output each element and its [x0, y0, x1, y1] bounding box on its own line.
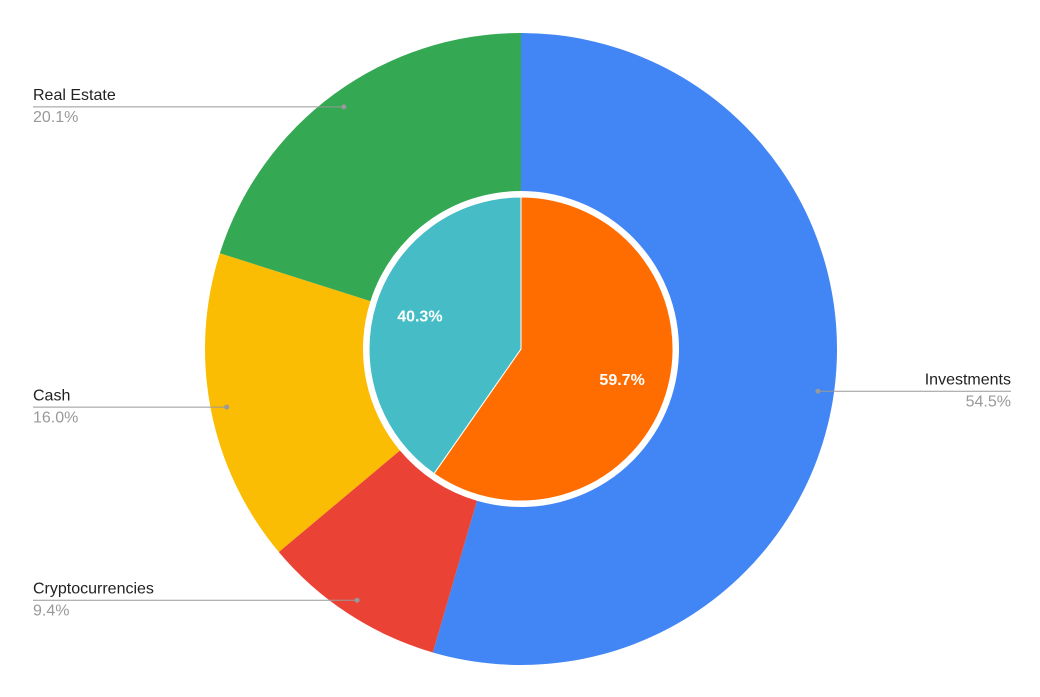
slice-label: Investments [925, 371, 1011, 388]
leader-dot [341, 104, 347, 110]
slice [432, 33, 837, 665]
slice [278, 450, 477, 653]
slice [368, 196, 522, 475]
value-label: 40.3% [397, 308, 442, 325]
slice [204, 253, 400, 552]
leader-dot [224, 404, 230, 410]
slice [219, 33, 521, 302]
value-label: 20.1% [33, 109, 78, 126]
slice-label: Cash [33, 387, 70, 404]
value-label: 54.5% [966, 393, 1011, 410]
slice [433, 196, 674, 502]
slice-label: Real Estate [33, 87, 116, 104]
slice-label: Cryptocurrencies [33, 580, 154, 597]
value-label: 59.7% [599, 372, 644, 389]
leader-dot [354, 597, 360, 603]
leader-dot [815, 388, 821, 394]
value-label: 9.4% [33, 602, 69, 619]
value-label: 16.0% [33, 409, 78, 426]
